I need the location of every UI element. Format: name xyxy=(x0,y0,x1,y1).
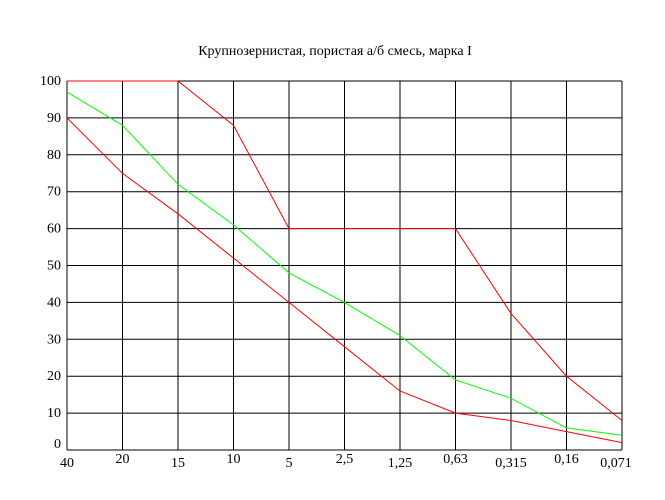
y-tick-label: 40 xyxy=(47,295,61,310)
x-tick-label: 1,25 xyxy=(388,456,413,471)
grid xyxy=(66,80,623,451)
x-tick-label: 20 xyxy=(116,452,130,467)
x-tick-label: 0,16 xyxy=(554,452,579,467)
x-tick-label: 10 xyxy=(227,452,241,467)
y-tick-label: 70 xyxy=(47,185,61,200)
y-tick-label: 20 xyxy=(47,369,61,384)
x-tick-label: 0,071 xyxy=(600,456,632,471)
y-tick-label: 90 xyxy=(47,111,61,126)
x-tick-label: 0,63 xyxy=(443,452,468,467)
y-tick-labels: 0 10 20 30 40 50 60 70 80 90 100 xyxy=(40,74,61,452)
y-tick-label: 50 xyxy=(47,259,61,274)
y-tick-label: 100 xyxy=(40,74,61,89)
series-line-1 xyxy=(67,80,623,421)
x-tick-labels: 40 20 15 10 5 2,5 1,25 0,63 0,315 0,16 0,071 xyxy=(60,452,632,471)
y-tick-label: 10 xyxy=(47,406,61,421)
x-tick-label: 0,315 xyxy=(495,456,527,471)
x-tick-label: 15 xyxy=(171,456,185,471)
y-tick-label: 60 xyxy=(47,222,61,237)
chart-title: Крупнозернистая, пористая а/б смесь, мар… xyxy=(198,44,472,59)
x-tick-label: 5 xyxy=(286,456,293,471)
series-line-2 xyxy=(66,91,623,436)
series-lines xyxy=(66,80,623,444)
y-tick-label: 0 xyxy=(54,437,61,452)
y-tick-label: 80 xyxy=(47,148,61,163)
x-tick-label: 40 xyxy=(60,456,74,471)
y-tick-label: 30 xyxy=(47,332,61,347)
series-line-3 xyxy=(66,117,623,444)
x-tick-label: 2,5 xyxy=(336,452,354,467)
